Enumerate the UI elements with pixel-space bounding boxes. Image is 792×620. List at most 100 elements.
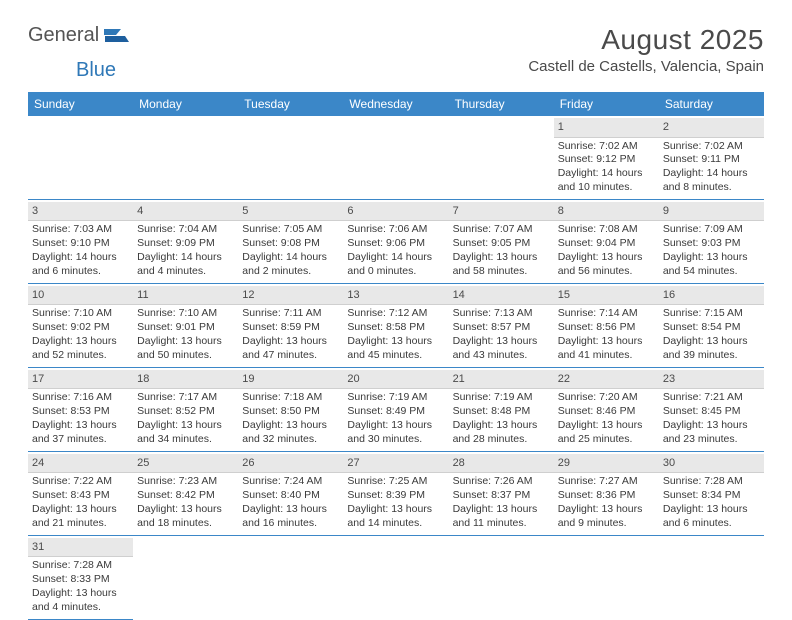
calendar-weeks: 1Sunrise: 7:02 AMSunset: 9:12 PMDaylight… [28, 116, 764, 620]
day-number: 10 [28, 286, 133, 306]
sunrise-text: Sunrise: 7:24 AM [242, 475, 339, 489]
sunset-text: Sunset: 8:39 PM [347, 489, 444, 503]
sunrise-text: Sunrise: 7:14 AM [558, 307, 655, 321]
daylight-text: Daylight: 14 hours and 10 minutes. [558, 167, 655, 195]
sunset-text: Sunset: 9:12 PM [558, 153, 655, 167]
daylight-text: Daylight: 13 hours and 43 minutes. [453, 335, 550, 363]
calendar-day: 6Sunrise: 7:06 AMSunset: 9:06 PMDaylight… [343, 200, 448, 283]
day-number: 19 [238, 370, 343, 390]
calendar-day: 22Sunrise: 7:20 AMSunset: 8:46 PMDayligh… [554, 368, 659, 451]
daylight-text: Daylight: 13 hours and 18 minutes. [137, 503, 234, 531]
calendar-day: 28Sunrise: 7:26 AMSunset: 8:37 PMDayligh… [449, 452, 554, 535]
sunset-text: Sunset: 9:10 PM [32, 237, 129, 251]
daylight-text: Daylight: 13 hours and 30 minutes. [347, 419, 444, 447]
sunset-text: Sunset: 9:05 PM [453, 237, 550, 251]
calendar-day-empty [133, 536, 238, 620]
daylight-text: Daylight: 13 hours and 25 minutes. [558, 419, 655, 447]
sunrise-text: Sunrise: 7:27 AM [558, 475, 655, 489]
sunset-text: Sunset: 8:40 PM [242, 489, 339, 503]
day-number: 28 [449, 454, 554, 474]
logo-flag-icon [103, 27, 129, 45]
sunrise-text: Sunrise: 7:08 AM [558, 223, 655, 237]
daylight-text: Daylight: 13 hours and 28 minutes. [453, 419, 550, 447]
calendar-day: 9Sunrise: 7:09 AMSunset: 9:03 PMDaylight… [659, 200, 764, 283]
calendar-day-empty [554, 536, 659, 620]
calendar-day: 5Sunrise: 7:05 AMSunset: 9:08 PMDaylight… [238, 200, 343, 283]
day-number: 20 [343, 370, 448, 390]
sunrise-text: Sunrise: 7:04 AM [137, 223, 234, 237]
calendar-day-empty [343, 536, 448, 620]
sunrise-text: Sunrise: 7:10 AM [137, 307, 234, 321]
calendar-day-empty [343, 116, 448, 199]
sunrise-text: Sunrise: 7:28 AM [663, 475, 760, 489]
calendar-week: 31Sunrise: 7:28 AMSunset: 8:33 PMDayligh… [28, 536, 764, 620]
day-number: 31 [28, 538, 133, 558]
calendar-day: 30Sunrise: 7:28 AMSunset: 8:34 PMDayligh… [659, 452, 764, 535]
sunrise-text: Sunrise: 7:13 AM [453, 307, 550, 321]
day-number: 3 [28, 202, 133, 222]
sunrise-text: Sunrise: 7:02 AM [663, 140, 760, 154]
sunrise-text: Sunrise: 7:20 AM [558, 391, 655, 405]
sunset-text: Sunset: 8:37 PM [453, 489, 550, 503]
day-number: 2 [659, 118, 764, 138]
daylight-text: Daylight: 13 hours and 52 minutes. [32, 335, 129, 363]
sunset-text: Sunset: 8:56 PM [558, 321, 655, 335]
sunrise-text: Sunrise: 7:10 AM [32, 307, 129, 321]
calendar-day-empty [659, 536, 764, 620]
sunset-text: Sunset: 8:45 PM [663, 405, 760, 419]
day-number: 1 [554, 118, 659, 138]
day-number: 8 [554, 202, 659, 222]
sunset-text: Sunset: 9:02 PM [32, 321, 129, 335]
daylight-text: Daylight: 13 hours and 47 minutes. [242, 335, 339, 363]
day-number: 6 [343, 202, 448, 222]
calendar-week: 3Sunrise: 7:03 AMSunset: 9:10 PMDaylight… [28, 200, 764, 284]
daylight-text: Daylight: 13 hours and 37 minutes. [32, 419, 129, 447]
calendar-day: 12Sunrise: 7:11 AMSunset: 8:59 PMDayligh… [238, 284, 343, 367]
day-number: 27 [343, 454, 448, 474]
dow-label: Wednesday [343, 92, 448, 116]
sunset-text: Sunset: 8:42 PM [137, 489, 234, 503]
daylight-text: Daylight: 13 hours and 34 minutes. [137, 419, 234, 447]
title-block: August 2025 Castell de Castells, Valenci… [528, 24, 764, 75]
sunrise-text: Sunrise: 7:03 AM [32, 223, 129, 237]
sunset-text: Sunset: 9:08 PM [242, 237, 339, 251]
calendar-day-empty [449, 116, 554, 199]
sunset-text: Sunset: 9:09 PM [137, 237, 234, 251]
day-number: 17 [28, 370, 133, 390]
daylight-text: Daylight: 14 hours and 2 minutes. [242, 251, 339, 279]
day-number: 11 [133, 286, 238, 306]
logo-text-general: General [28, 24, 99, 47]
sunset-text: Sunset: 8:36 PM [558, 489, 655, 503]
sunrise-text: Sunrise: 7:12 AM [347, 307, 444, 321]
sunset-text: Sunset: 8:48 PM [453, 405, 550, 419]
sunset-text: Sunset: 8:53 PM [32, 405, 129, 419]
calendar-week: 1 Sunrise: 7:02 AM Sunset: 9:12 PMDaylight… [28, 116, 764, 200]
calendar-day: 10Sunrise: 7:10 AMSunset: 9:02 PMDayligh… [28, 284, 133, 367]
sunrise-text: Sunrise: 7:23 AM [137, 475, 234, 489]
daylight-text: Daylight: 13 hours and 54 minutes. [663, 251, 760, 279]
daylight-text: Daylight: 14 hours and 6 minutes. [32, 251, 129, 279]
dow-label: Saturday [659, 92, 764, 116]
calendar-day-empty [238, 116, 343, 199]
calendar-week: 10Sunrise: 7:10 AMSunset: 9:02 PMDayligh… [28, 284, 764, 368]
calendar-week: 17Sunrise: 7:16 AMSunset: 8:53 PMDayligh… [28, 368, 764, 452]
calendar-day: 20Sunrise: 7:19 AMSunset: 8:49 PMDayligh… [343, 368, 448, 451]
daylight-text: Daylight: 13 hours and 50 minutes. [137, 335, 234, 363]
sunrise-text: Sunrise: 7:26 AM [453, 475, 550, 489]
logo-text-blue: Blue [76, 59, 116, 81]
day-number: 29 [554, 454, 659, 474]
sunset-text: Sunset: 8:52 PM [137, 405, 234, 419]
calendar-day: 14Sunrise: 7:13 AMSunset: 8:57 PMDayligh… [449, 284, 554, 367]
sunrise-text: Sunrise: 7:06 AM [347, 223, 444, 237]
calendar-day: 11Sunrise: 7:10 AMSunset: 9:01 PMDayligh… [133, 284, 238, 367]
sunrise-text: Sunrise: 7:17 AM [137, 391, 234, 405]
daylight-text: Daylight: 13 hours and 39 minutes. [663, 335, 760, 363]
daylight-text: Daylight: 13 hours and 41 minutes. [558, 335, 655, 363]
day-number: 22 [554, 370, 659, 390]
dow-label: Friday [554, 92, 659, 116]
daylight-text: Daylight: 13 hours and 21 minutes. [32, 503, 129, 531]
daylight-text: Daylight: 13 hours and 56 minutes. [558, 251, 655, 279]
sunrise-text: Sunrise: 7:25 AM [347, 475, 444, 489]
sunset-text: Sunset: 8:59 PM [242, 321, 339, 335]
sunset-text: Sunset: 9:03 PM [663, 237, 760, 251]
